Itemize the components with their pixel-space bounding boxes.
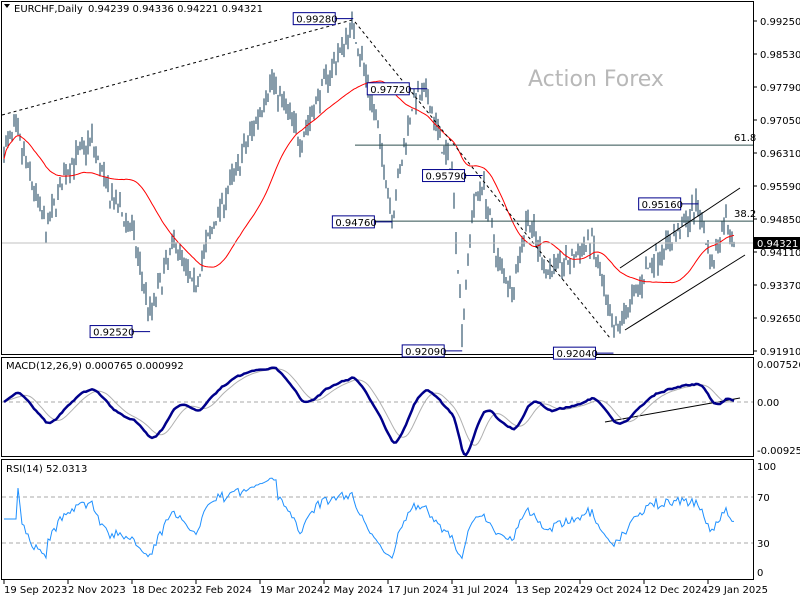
- fib-level-label: 61.8: [734, 133, 756, 144]
- fib-level-label: 38.2: [734, 209, 756, 220]
- annotation-label: 0.95160: [642, 200, 683, 211]
- x-tick-label: 29 Oct 2024: [580, 585, 642, 596]
- x-tick-label: 29 Jan 2025: [708, 585, 768, 596]
- price-annotation: 0.95790: [422, 169, 483, 183]
- annotation-label: 0.95790: [426, 172, 467, 183]
- x-tick-label: 2 Feb 2024: [196, 585, 252, 596]
- ohlc-values: 0.94239 0.94336 0.94221 0.94321: [88, 4, 263, 15]
- price-series: 61.8 38.2 0.99280 0.97720 0.95790 0.94760 0.92…: [1, 11, 756, 423]
- y-tick-label: 0.94110: [760, 248, 800, 259]
- x-tick-label: 12 Dec 2024: [644, 585, 708, 596]
- macd-axis-label: -0.009252: [757, 446, 800, 457]
- collapse-triangle-icon[interactable]: [4, 4, 10, 8]
- macd-line: [3, 366, 735, 457]
- x-tick-label: 2 Nov 2023: [68, 585, 126, 596]
- channel-lower-line: [624, 254, 746, 331]
- macd-signal-line: [3, 368, 735, 446]
- y-tick-label: 0.94850: [760, 215, 800, 226]
- macd-axis-label: 0.00: [757, 398, 779, 409]
- macd-title: MACD(12,26,9) 0.000765 0.000992: [6, 361, 184, 372]
- watermark: Action Forex: [528, 67, 664, 92]
- rsi-axis-label: 70: [757, 493, 770, 504]
- rsi-pane-frame: [1, 459, 754, 580]
- price-annotation: 0.95160: [638, 197, 699, 211]
- rsi-line: [4, 477, 734, 560]
- y-tick-label: 0.98530: [760, 50, 800, 61]
- channel-upper-line: [619, 187, 741, 269]
- price-annotation: 0.92090: [401, 344, 463, 358]
- y-tick-label: 0.97790: [760, 83, 800, 94]
- trendline-dotted: [1, 19, 353, 116]
- macd-axis-label: 0.007526: [757, 360, 800, 371]
- current-price-tag: [754, 237, 800, 249]
- x-tick-label: 18 Dec 2023: [132, 585, 196, 596]
- indicators: [2, 366, 753, 560]
- moving-average-line: [3, 80, 735, 284]
- x-tick-label: 19 Sep 2023: [4, 585, 67, 596]
- y-tick-label: 0.91910: [760, 347, 800, 358]
- price-annotation: 0.92520: [89, 325, 151, 339]
- rsi-axis-label: 100: [757, 462, 776, 473]
- x-tick-label: 19 Mar 2024: [260, 585, 323, 596]
- current-price-label: 0.94321: [757, 239, 798, 250]
- y-tick-label: 0.92650: [760, 314, 800, 325]
- annotation-label: 0.99280: [296, 15, 337, 26]
- price-annotation: 0.92040: [552, 346, 614, 360]
- price-annotation: 0.99280: [292, 12, 354, 26]
- axes: 0.99250 0.98530 0.97790 0.97050 0.96310 0.955…: [3, 17, 800, 596]
- rsi-title: RSI(14) 52.0313: [6, 464, 87, 475]
- price-annotation: 0.97720: [366, 82, 428, 96]
- y-tick-label: 0.93370: [760, 281, 800, 292]
- y-tick-label: 0.97050: [760, 116, 800, 127]
- y-tick-label: 0.96310: [760, 149, 800, 160]
- x-tick-label: 17 Jun 2024: [388, 585, 448, 596]
- x-tick-label: 13 Sep 2024: [516, 585, 579, 596]
- annotation-label: 0.97720: [370, 85, 411, 96]
- macd-pane-frame: [1, 357, 754, 457]
- rsi-axis-label: 0: [757, 568, 763, 579]
- pane-frames: [1, 1, 754, 580]
- annotation-label: 0.94760: [335, 218, 376, 229]
- x-tick-label: 31 Jul 2024: [452, 585, 509, 596]
- price-pane-frame: [1, 1, 754, 355]
- y-tick-label: 0.95590: [760, 182, 800, 193]
- annotation-label: 0.92040: [556, 349, 597, 360]
- symbol-title: EURCHF,Daily: [14, 4, 83, 15]
- annotation-label: 0.92520: [93, 328, 134, 339]
- annotation-label: 0.92090: [405, 347, 446, 358]
- x-tick-label: 2 May 2024: [324, 585, 383, 596]
- y-tick-label: 0.99250: [760, 17, 800, 28]
- price-annotation: 0.94760: [331, 215, 393, 229]
- trendline-dotted: [354, 21, 611, 339]
- rsi-axis-label: 30: [757, 539, 770, 550]
